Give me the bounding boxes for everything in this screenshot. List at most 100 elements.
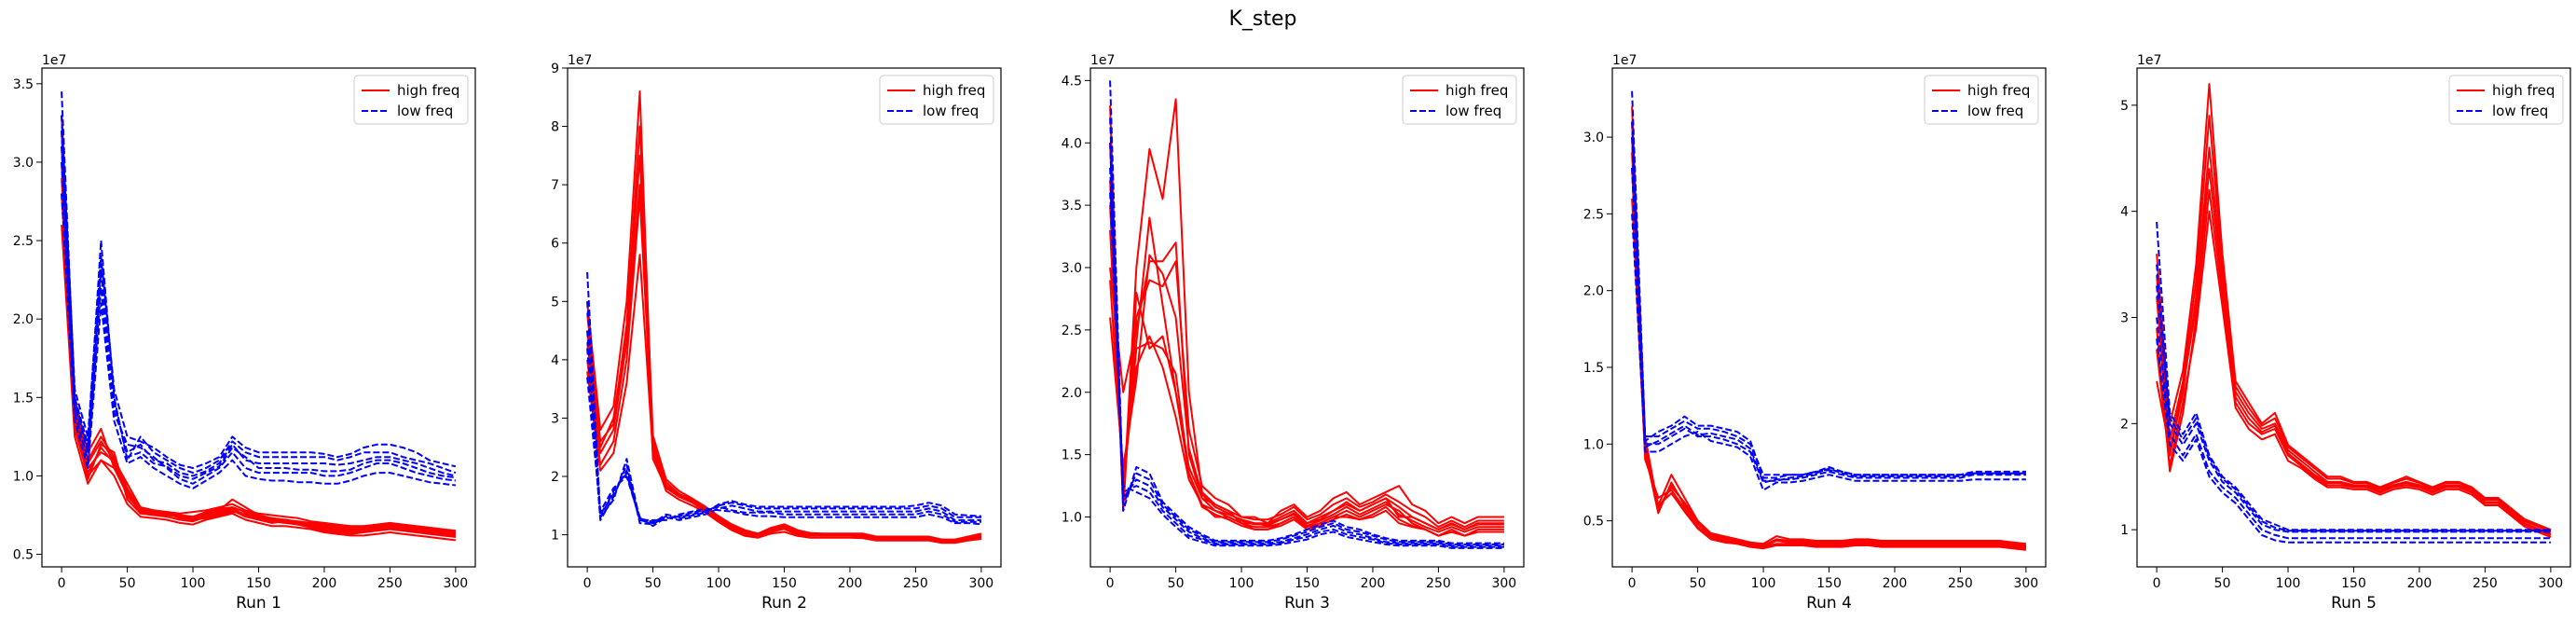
x-tick-label: 200	[838, 576, 863, 591]
y-tick-label: 1	[2120, 523, 2129, 538]
x-tick-label: 200	[1883, 576, 1908, 591]
x-tick-label: 250	[1948, 576, 1973, 591]
high-freq-line-5	[586, 254, 982, 544]
chart-panel-4: 0 50 100 150 200 250 300 0.5 1.0 1.5 2.0 2.5 3.0 1e7 R…	[1583, 53, 2047, 613]
y-tick-label: 2.5	[1583, 207, 1604, 222]
low-freq-line-5	[1109, 192, 1504, 549]
y-tick-label: 4	[551, 353, 559, 368]
x-tick-label: 0	[2153, 576, 2161, 591]
high-freq-line-5	[2156, 210, 2552, 539]
x-tick-label: 200	[1361, 576, 1386, 591]
x-tick-label: 300	[2013, 576, 2038, 591]
high-freq-line-4	[1109, 280, 1504, 537]
high-freq-line-2	[1631, 137, 2027, 548]
x-tick-label: 300	[2538, 576, 2563, 591]
high-freq-line-7	[61, 177, 457, 537]
chart-panel-5: 0 50 100 150 200 250 300 1 2 3 4 5 1e7 Run 5 high freq…	[2120, 53, 2571, 613]
legend-label-high-freq: high freq	[1446, 82, 1508, 99]
low-freq-line-2	[1109, 117, 1504, 547]
legend-label-low-freq: low freq	[397, 103, 453, 119]
low-freq-line-4	[61, 115, 457, 469]
axes-frame	[2136, 67, 2571, 568]
y-tick-label: 1.5	[13, 391, 34, 406]
x-tick-label: 250	[1426, 576, 1451, 591]
y-tick-label: 3.0	[1583, 131, 1604, 145]
legend: high freq low freq	[1924, 75, 2039, 125]
x-tick-label: 150	[2341, 576, 2366, 591]
high-freq-line-6	[1631, 152, 2027, 548]
x-tick-label: 300	[443, 576, 468, 591]
high-freq-line-4	[2156, 115, 2552, 532]
y-tick-label: 2.0	[13, 312, 34, 327]
low-freq-line-3	[2156, 317, 2551, 540]
legend: high freq low freq	[879, 75, 994, 125]
x-tick-label: 50	[645, 576, 662, 591]
y-tick-label: 4.0	[1062, 136, 1082, 151]
high-freq-line-3	[1631, 167, 2027, 550]
low-freq-line-5	[586, 330, 981, 526]
y-tick-label: 2	[2120, 417, 2129, 432]
y-tick-label: 3	[2120, 311, 2129, 326]
high-freq-line-1	[2156, 83, 2552, 531]
chart-panel-2: 0 50 100 150 200 250 300 1 2 3 4 5 6 7 8 9 1e7 Run 2 high …	[551, 53, 1002, 613]
x-axis-label: Run 4	[1806, 594, 1852, 613]
low-freq-line-6	[61, 146, 457, 480]
high-freq-line-3	[61, 193, 457, 538]
x-tick-label: 300	[968, 576, 993, 591]
x-tick-label: 250	[377, 576, 403, 591]
y-tick-label: 4	[2120, 205, 2129, 220]
high-freq-line-1	[1109, 98, 1504, 525]
low-freq-line-4	[1631, 121, 2026, 479]
x-tick-label: 100	[1751, 576, 1776, 591]
y-offset-label: 1e7	[1090, 53, 1115, 68]
y-tick-label: 2.5	[1062, 324, 1082, 338]
legend-label-high-freq: high freq	[397, 82, 459, 99]
x-tick-label: 100	[1229, 576, 1254, 591]
y-tick-label: 1.0	[1062, 511, 1082, 526]
low-freq-line-2	[2156, 264, 2551, 533]
high-freq-line-2	[2156, 146, 2552, 533]
y-tick-label: 5	[551, 295, 559, 310]
x-tick-label: 0	[1628, 576, 1637, 591]
high-freq-line-4	[1631, 121, 2027, 546]
y-tick-label: 5	[2120, 99, 2129, 114]
low-freq-line-3	[61, 161, 457, 485]
low-freq-line-5	[2156, 338, 2551, 544]
x-tick-label: 300	[1491, 576, 1516, 591]
x-tick-label: 200	[312, 576, 337, 591]
high-freq-line-8	[61, 131, 457, 533]
x-tick-label: 0	[58, 576, 66, 591]
x-axis-label: Run 2	[761, 594, 807, 613]
y-offset-label: 1e7	[2137, 53, 2161, 68]
legend: high freq low freq	[1402, 75, 1517, 125]
legend-label-high-freq: high freq	[923, 82, 985, 99]
low-freq-line-4	[2156, 285, 2551, 532]
low-freq-line-1	[1109, 80, 1504, 545]
x-tick-label: 200	[2407, 576, 2432, 591]
y-offset-label: 1e7	[1612, 53, 1637, 68]
low-freq-line-5	[61, 193, 457, 489]
y-tick-label: 1.5	[1583, 361, 1604, 376]
legend-label-high-freq: high freq	[1967, 82, 2030, 99]
high-freq-line-6	[586, 184, 982, 543]
x-tick-label: 50	[1690, 576, 1706, 591]
legend-label-high-freq: high freq	[2492, 82, 2555, 99]
y-tick-label: 6	[551, 237, 559, 252]
high-freq-line-8	[1109, 180, 1504, 537]
y-tick-label: 1	[551, 529, 559, 544]
y-tick-label: 3	[551, 411, 559, 426]
low-freq-line-3	[586, 377, 981, 523]
chart-panel-1: 0 50 100 150 200 250 300 0.5 1.0 1.5 2.0 2.5 3.0 3.5 1…	[13, 53, 476, 613]
y-tick-label: 4.5	[1062, 74, 1082, 89]
low-freq-line-1	[61, 91, 457, 475]
high-freq-line-1	[1631, 106, 2027, 545]
high-freq-line-7	[1109, 254, 1504, 530]
low-freq-line-1	[2156, 222, 2551, 531]
high-freq-line-5	[1631, 198, 2027, 551]
high-freq-line-1	[61, 115, 457, 532]
y-tick-label: 1.0	[1583, 437, 1604, 452]
x-tick-label: 150	[1295, 576, 1320, 591]
y-tick-label: 2	[551, 470, 559, 485]
low-freq-line-1	[1631, 90, 2026, 476]
y-offset-label: 1e7	[568, 53, 592, 68]
